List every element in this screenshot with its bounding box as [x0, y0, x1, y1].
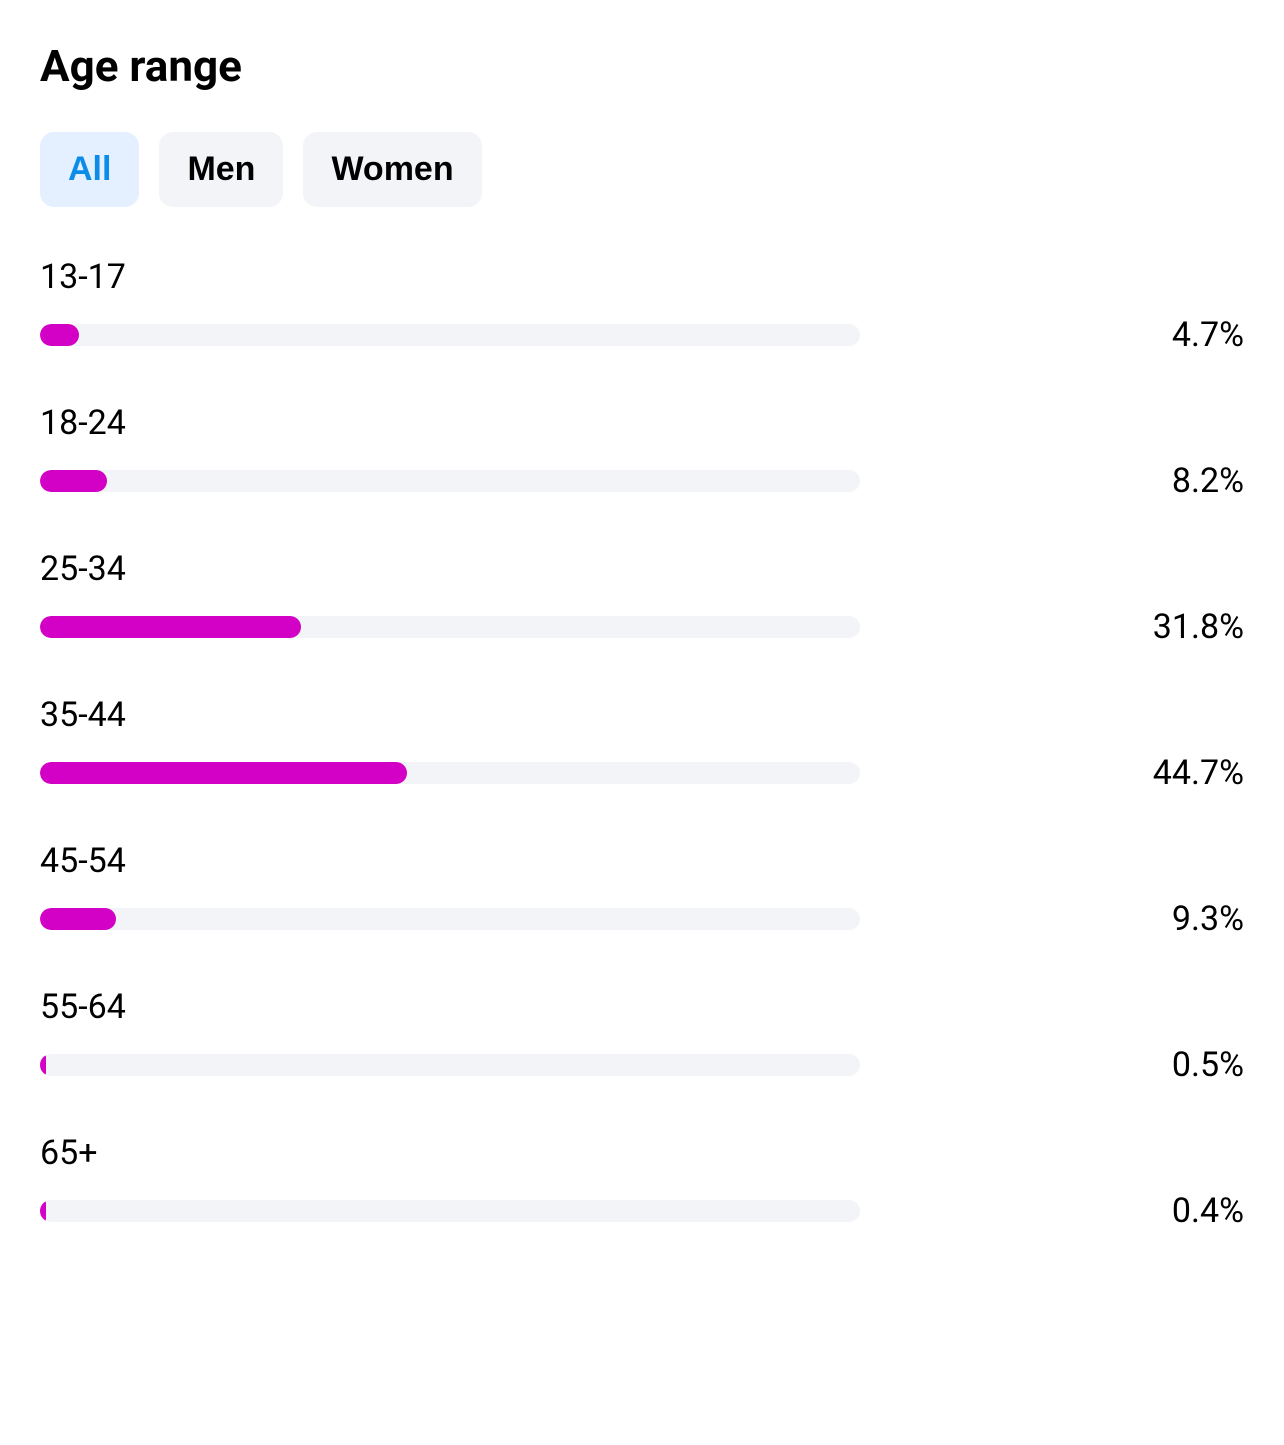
page-title: Age range — [40, 40, 1244, 92]
age-row-bar-line: 0.4% — [40, 1191, 1244, 1231]
bar-fill — [40, 470, 107, 492]
age-row-label: 45-54 — [40, 841, 1244, 881]
age-row: 13-17 4.7% — [40, 257, 1244, 355]
bar-fill — [40, 324, 79, 346]
bar-track — [40, 616, 860, 638]
bar-track — [40, 1200, 860, 1222]
age-row-bar-line: 9.3% — [40, 899, 1244, 939]
bar-fill — [40, 1200, 46, 1222]
age-row-pct: 8.2% — [900, 461, 1244, 501]
age-row-pct: 4.7% — [900, 315, 1244, 355]
bar-fill — [40, 762, 407, 784]
age-row-bar-line: 31.8% — [40, 607, 1244, 647]
age-row-pct: 31.8% — [900, 607, 1244, 647]
age-row: 18-24 8.2% — [40, 403, 1244, 501]
bar-track — [40, 908, 860, 930]
filter-tabs: All Men Women — [40, 132, 1244, 207]
age-row-label: 13-17 — [40, 257, 1244, 297]
age-row-label: 65+ — [40, 1133, 1244, 1173]
bar-fill — [40, 908, 116, 930]
bar-track — [40, 324, 860, 346]
bar-fill — [40, 1054, 46, 1076]
age-row-bar-line: 8.2% — [40, 461, 1244, 501]
age-range-chart: 13-17 4.7% 18-24 8.2% 25-34 31.8% 35-44 — [40, 257, 1244, 1231]
age-row-label: 18-24 — [40, 403, 1244, 443]
age-row: 35-44 44.7% — [40, 695, 1244, 793]
age-row: 25-34 31.8% — [40, 549, 1244, 647]
age-row-bar-line: 0.5% — [40, 1045, 1244, 1085]
age-row-bar-line: 44.7% — [40, 753, 1244, 793]
age-row: 45-54 9.3% — [40, 841, 1244, 939]
age-row-label: 35-44 — [40, 695, 1244, 735]
tab-women[interactable]: Women — [303, 132, 481, 207]
age-row: 55-64 0.5% — [40, 987, 1244, 1085]
bar-fill — [40, 616, 301, 638]
age-row-bar-line: 4.7% — [40, 315, 1244, 355]
age-row-pct: 0.4% — [900, 1191, 1244, 1231]
age-row: 65+ 0.4% — [40, 1133, 1244, 1231]
tab-men[interactable]: Men — [159, 132, 283, 207]
bar-track — [40, 470, 860, 492]
bar-track — [40, 762, 860, 784]
tab-all[interactable]: All — [40, 132, 139, 207]
age-row-pct: 0.5% — [900, 1045, 1244, 1085]
age-row-label: 55-64 — [40, 987, 1244, 1027]
bar-track — [40, 1054, 860, 1076]
age-row-pct: 44.7% — [900, 753, 1244, 793]
age-row-label: 25-34 — [40, 549, 1244, 589]
age-row-pct: 9.3% — [900, 899, 1244, 939]
